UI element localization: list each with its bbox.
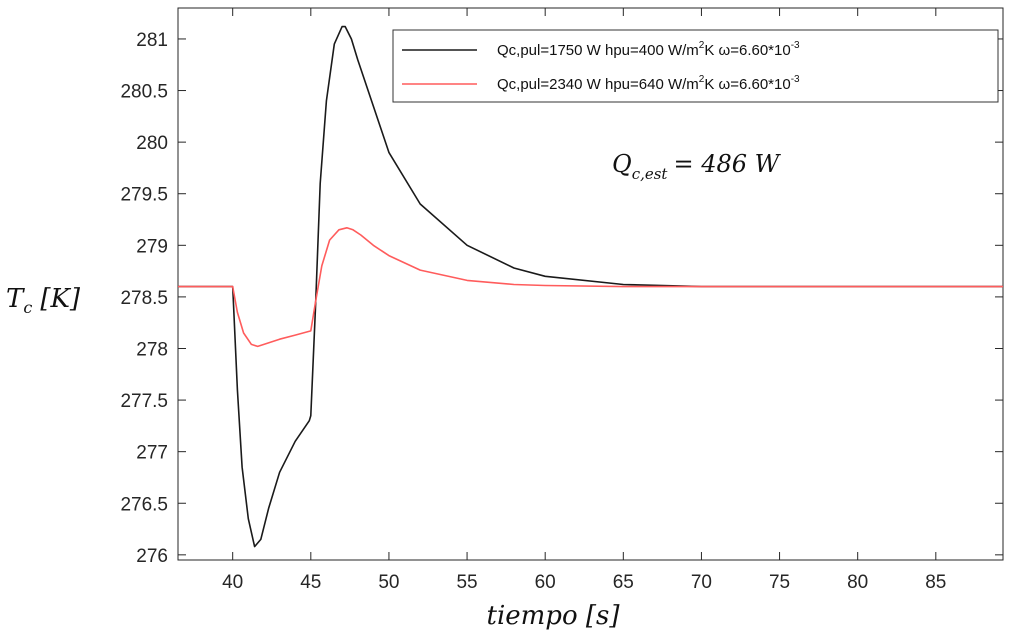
y-axis-ticks: 276 276.5 277 277.5 278 278.5 279 279.5 280 280.5… [120, 30, 1003, 567]
x-tick-label: 70 [691, 572, 712, 593]
series-line-2 [178, 227, 1003, 348]
y-axis-title-unit: [K] [40, 284, 81, 314]
x-tick-label: 80 [847, 572, 868, 593]
y-tick-label: 278.5 [120, 288, 168, 309]
legend-text-series-1-sup-b: -3 [791, 40, 800, 51]
y-axis-title: Tc [K] [6, 284, 81, 317]
series-layer [178, 25, 1003, 548]
y-tick-label: 281 [136, 30, 168, 51]
x-tick-label: 60 [535, 572, 556, 593]
legend-entry-series-1: Qc,pul=1750 W hpu=400 W/m2K ω=6.60*10-3 [497, 40, 800, 59]
legend-box [392, 29, 999, 103]
legend-text-series-1-b: K ω=6.60*10 [704, 42, 790, 59]
x-axis-title: tiempo [s] [487, 601, 621, 631]
x-tick-label: 40 [222, 572, 243, 593]
y-tick-label: 277 [136, 443, 168, 464]
y-tick-label: 276 [136, 546, 168, 567]
x-axis-ticks: 40 45 50 55 60 65 70 75 80 85 [222, 8, 946, 593]
y-tick-label: 278 [136, 339, 168, 360]
y-tick-label: 277.5 [120, 391, 168, 412]
y-axis-title-main: T [6, 284, 25, 314]
legend-text-series-2-a: Qc,pul=2340 W hpu=640 W/m [497, 76, 699, 93]
annotation-main: Q [612, 150, 632, 178]
y-tick-label: 279 [136, 236, 168, 257]
legend-text-series-2-b: K ω=6.60*10 [704, 76, 790, 93]
y-tick-label: 279.5 [120, 185, 168, 206]
legend: Qc,pul=1750 W hpu=400 W/m2K ω=6.60*10-3 … [392, 29, 999, 103]
x-tick-label: 50 [378, 572, 399, 593]
y-tick-label: 276.5 [120, 494, 168, 515]
y-axis-title-sub: c [23, 298, 32, 317]
annotation-q-c-est: Qc,est = 486 W [612, 150, 782, 183]
x-tick-label: 75 [769, 572, 790, 593]
series-line-1 [178, 25, 1003, 548]
legend-text-series-2-sup-b: -3 [791, 74, 800, 85]
x-tick-label: 55 [456, 572, 477, 593]
x-tick-label: 65 [613, 572, 634, 593]
y-tick-label: 280.5 [120, 82, 168, 103]
annotation-sub: c,est [632, 165, 669, 183]
annotation-value: = 486 W [673, 150, 781, 178]
legend-entry-series-2: Qc,pul=2340 W hpu=640 W/m2K ω=6.60*10-3 [497, 74, 800, 93]
y-tick-label: 280 [136, 133, 168, 154]
legend-text-series-1-a: Qc,pul=1750 W hpu=400 W/m [497, 42, 699, 59]
x-tick-label: 85 [925, 572, 946, 593]
legend-text-series-2-sup-a: 2 [699, 74, 705, 85]
legend-text-series-1-sup-a: 2 [699, 40, 705, 51]
x-tick-label: 45 [300, 572, 321, 593]
